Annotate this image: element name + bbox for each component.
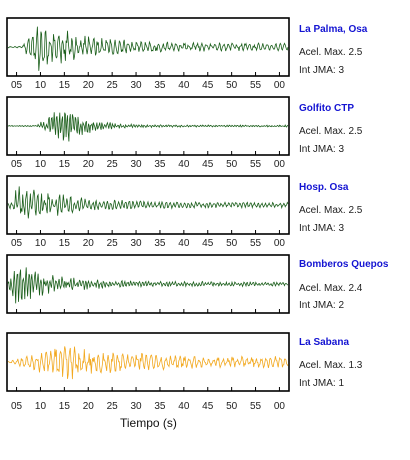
x-tick-label-final-10: 55	[250, 401, 262, 412]
acel-max-la-sabana: Acel. Max. 1.3	[299, 360, 363, 371]
x-tick-label-0-2: 15	[59, 80, 71, 91]
waveform-4	[7, 346, 289, 380]
x-tick-label-0-10: 55	[250, 80, 262, 91]
x-tick-label-1-9: 50	[226, 159, 238, 170]
x-tick-label-2-7: 40	[178, 238, 190, 249]
station-name-golfito: Golfito CTP	[299, 103, 354, 114]
x-tick-label-final-2: 15	[59, 401, 71, 412]
x-tick-label-final-3: 20	[83, 401, 95, 412]
x-tick-label-final-6: 35	[154, 401, 166, 412]
panel-frame-1	[6, 96, 290, 156]
station-name-la-palma: La Palma, Osa	[299, 24, 368, 35]
x-tick-label-2-0: 05	[11, 238, 23, 249]
waveform-1	[7, 112, 289, 142]
x-tick-label-1-2: 15	[59, 159, 71, 170]
x-tick-label-0-7: 40	[178, 80, 190, 91]
x-tick-label-1-11: 00	[274, 159, 286, 170]
acel-max-golfito: Acel. Max. 2.5	[299, 126, 363, 137]
x-tick-label-2-11: 00	[274, 238, 286, 249]
panel-frame-2	[6, 175, 290, 235]
x-tick-label-1-1: 10	[35, 159, 47, 170]
x-tick-label-final-9: 50	[226, 401, 238, 412]
x-tick-label-1-8: 45	[202, 159, 214, 170]
acel-max-la-palma: Acel. Max. 2.5	[299, 47, 363, 58]
x-tick-label-1-7: 40	[178, 159, 190, 170]
x-tick-label-final-1: 10	[35, 401, 47, 412]
waveform-0	[7, 26, 289, 71]
acel-max-bomberos-quepos: Acel. Max. 2.4	[299, 283, 363, 294]
x-tick-label-0-9: 50	[226, 80, 238, 91]
int-jma-bomberos-quepos: Int JMA: 2	[299, 300, 345, 311]
int-jma-la-sabana: Int JMA: 1	[299, 378, 345, 389]
station-name-hosp-osa: Hosp. Osa	[299, 182, 349, 193]
x-tick-label-2-6: 35	[154, 238, 166, 249]
x-tick-label-1-5: 30	[130, 159, 142, 170]
waveform-2	[7, 186, 289, 219]
x-tick-label-final-4: 25	[107, 401, 119, 412]
x-tick-label-2-3: 20	[83, 238, 95, 249]
int-jma-la-palma: Int JMA: 3	[299, 65, 345, 76]
x-tick-label-1-3: 20	[83, 159, 95, 170]
x-tick-label-final-11: 00	[274, 401, 286, 412]
int-jma-hosp-osa: Int JMA: 3	[299, 223, 345, 234]
acel-max-hosp-osa: Acel. Max. 2.5	[299, 205, 363, 216]
x-tick-label-0-11: 00	[274, 80, 286, 91]
station-name-la-sabana: La Sabana	[299, 337, 350, 348]
x-tick-label-final-7: 40	[178, 401, 190, 412]
x-tick-label-0-8: 45	[202, 80, 214, 91]
x-tick-label-final-5: 30	[130, 401, 142, 412]
x-tick-label-0-0: 05	[11, 80, 23, 91]
x-tick-label-final-8: 45	[202, 401, 214, 412]
panel-frame-3	[6, 254, 290, 314]
x-tick-label-2-8: 45	[202, 238, 214, 249]
x-tick-label-2-5: 30	[130, 238, 142, 249]
x-tick-label-2-10: 55	[250, 238, 262, 249]
x-tick-label-1-10: 55	[250, 159, 262, 170]
x-tick-label-final-0: 05	[11, 401, 23, 412]
x-tick-label-0-4: 25	[107, 80, 119, 91]
waveform-3	[7, 267, 289, 304]
x-axis-label: Tiempo (s)	[120, 416, 177, 430]
x-tick-label-0-1: 10	[35, 80, 47, 91]
x-tick-label-1-6: 35	[154, 159, 166, 170]
x-tick-label-0-6: 35	[154, 80, 166, 91]
int-jma-golfito: Int JMA: 3	[299, 144, 345, 155]
x-tick-label-2-2: 15	[59, 238, 71, 249]
x-tick-label-0-5: 30	[130, 80, 142, 91]
panel-frame-0	[6, 17, 290, 77]
x-tick-label-2-1: 10	[35, 238, 47, 249]
panel-frame-4	[6, 332, 290, 392]
x-tick-label-2-9: 50	[226, 238, 238, 249]
x-tick-label-1-4: 25	[107, 159, 119, 170]
x-tick-label-0-3: 20	[83, 80, 95, 91]
x-tick-label-1-0: 05	[11, 159, 23, 170]
station-name-bomberos-quepos: Bomberos Quepos	[299, 259, 389, 270]
x-tick-label-2-4: 25	[107, 238, 119, 249]
